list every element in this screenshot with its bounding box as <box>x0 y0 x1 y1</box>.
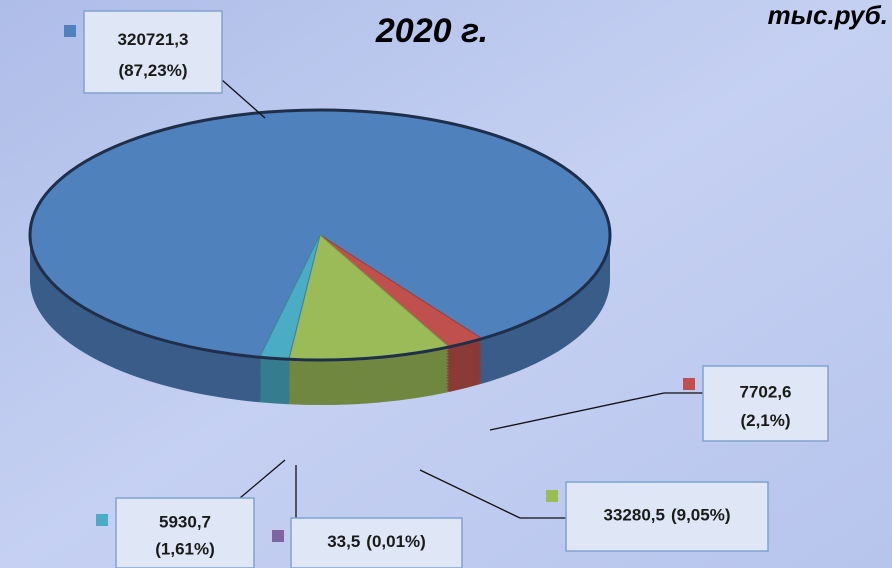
data-label: 33,5 (0,01%) <box>327 532 426 551</box>
label-box <box>290 517 463 568</box>
value-label: 5930,7 <box>159 513 211 532</box>
legend-swatch <box>272 530 284 542</box>
percent-label: (87,23%) <box>119 61 188 80</box>
labels: 320721,3 (87,23%) 7702,6 (2,1%) 33280,5 (9,05… <box>64 10 829 568</box>
leader-line <box>239 459 286 499</box>
legend-swatch <box>96 514 108 526</box>
data-label: 33280,5 (9,05%) <box>604 506 731 525</box>
percent-label: (9,05%) <box>671 506 731 525</box>
percent-label: (1,61%) <box>155 539 215 558</box>
value-label: 7702,6 <box>740 382 792 401</box>
legend-swatch <box>683 378 695 390</box>
legend-swatch <box>546 490 558 502</box>
percent-label: (0,01%) <box>366 532 426 551</box>
leader-line <box>221 79 266 119</box>
label-box <box>115 497 255 568</box>
percent-label: (2,1%) <box>740 411 790 430</box>
leader-line <box>489 392 665 431</box>
chart-title: 2020 г. <box>375 12 488 50</box>
value-label: 320721,3 <box>118 30 189 49</box>
label-box <box>83 10 223 94</box>
legend-swatch <box>64 25 76 37</box>
unit-label: тыс.руб. <box>768 0 888 30</box>
label-box <box>702 365 829 442</box>
value-label: 33280,5 <box>604 506 665 525</box>
leader-line <box>419 469 521 519</box>
coin-rim <box>28 108 612 362</box>
pie <box>28 108 612 406</box>
label-box <box>565 481 769 552</box>
value-label: 33,5 <box>327 532 360 551</box>
